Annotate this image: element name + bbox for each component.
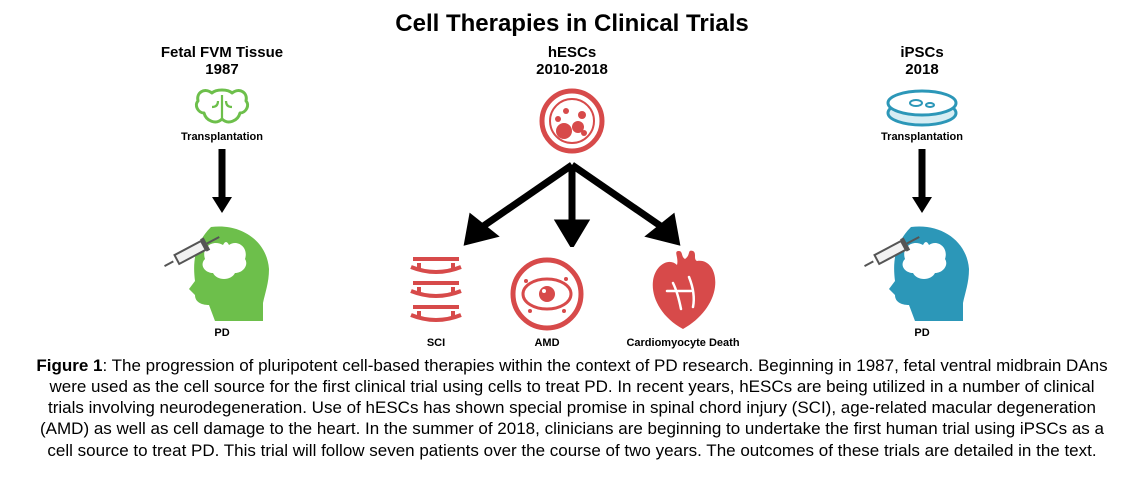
arrows-diverge-icon [422,157,722,247]
sci-label: SCI [427,337,445,349]
column-fetal: Fetal FVM Tissue 1987 Transplantation [112,44,332,341]
amd-label: AMD [534,337,559,349]
item-sci: SCI [391,249,481,351]
infographic-page: Cell Therapies in Clinical Trials Fetal … [0,0,1144,467]
embryo-icon [536,85,608,157]
page-title: Cell Therapies in Clinical Trials [30,10,1114,38]
figure-text: : The progression of pluripotent cell-ba… [40,356,1108,460]
column-header: iPSCs 2018 [900,44,943,79]
transplantation-label: Transplantation [181,131,263,143]
transplantation-label: Transplantation [881,131,963,143]
arrow-down-icon [210,145,234,215]
figure-label: Figure 1 [36,356,102,375]
head-icon-green [157,215,287,325]
pd-label: PD [214,327,229,339]
spine-icon [401,249,471,335]
bottom-row: SCI AMD [372,247,772,351]
column-header: Fetal FVM Tissue 1987 [161,44,283,79]
petri-icon [882,85,962,129]
figure-caption: Figure 1: The progression of pluripotent… [30,355,1114,461]
heart-icon [643,247,723,335]
column-ipsc: iPSCs 2018 Transplantation [812,44,1032,341]
item-amd: AMD [497,253,597,351]
brain-icon [192,85,252,129]
arrow-down-icon [910,145,934,215]
item-cardio: Cardiomyocyte Death [613,247,753,351]
cardio-label: Cardiomyocyte Death [626,337,739,349]
eye-icon [506,253,588,335]
head-icon-blue [857,215,987,325]
columns-container: Fetal FVM Tissue 1987 Transplantation [30,44,1114,351]
pd-label: PD [914,327,929,339]
column-header: hESCs 2010-2018 [536,44,608,79]
column-hesc: hESCs 2010-2018 [372,44,772,351]
